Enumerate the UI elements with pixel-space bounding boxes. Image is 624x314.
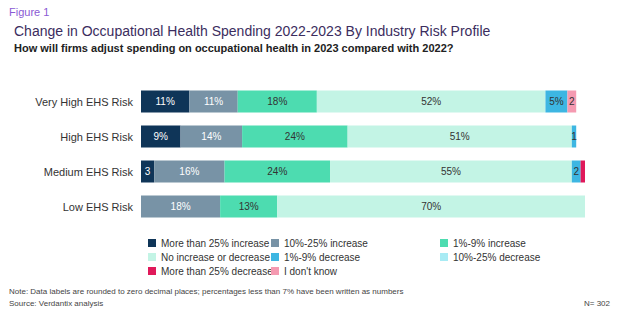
svg-text:I don't know: I don't know bbox=[284, 266, 338, 277]
svg-text:Source: Verdantix analysis: Source: Verdantix analysis bbox=[9, 299, 103, 308]
svg-text:2: 2 bbox=[569, 96, 575, 107]
svg-text:10%-25% decrease: 10%-25% decrease bbox=[453, 252, 541, 263]
svg-text:1%-9% increase: 1%-9% increase bbox=[453, 238, 526, 249]
svg-text:52%: 52% bbox=[421, 96, 441, 107]
svg-text:70%: 70% bbox=[421, 201, 441, 212]
svg-text:1: 1 bbox=[571, 131, 577, 142]
svg-text:Note: Data labels are rounded: Note: Data labels are rounded to zero de… bbox=[9, 287, 403, 296]
svg-text:10%-25% increase: 10%-25% increase bbox=[284, 238, 368, 249]
svg-text:18%: 18% bbox=[267, 96, 287, 107]
svg-text:1%-9% decrease: 1%-9% decrease bbox=[284, 252, 361, 263]
svg-text:Change in Occupational Health: Change in Occupational Health Spending 2… bbox=[14, 23, 491, 39]
svg-text:14%: 14% bbox=[201, 131, 221, 142]
svg-text:Very High EHS Risk: Very High EHS Risk bbox=[35, 96, 133, 108]
svg-text:How will firms adjust spending: How will firms adjust spending on occupa… bbox=[14, 42, 454, 54]
svg-text:11%: 11% bbox=[204, 96, 223, 107]
svg-text:11%: 11% bbox=[156, 96, 175, 107]
svg-text:16%: 16% bbox=[179, 166, 199, 177]
svg-text:55%: 55% bbox=[441, 166, 461, 177]
svg-text:3: 3 bbox=[145, 166, 151, 177]
svg-text:24%: 24% bbox=[285, 131, 305, 142]
svg-text:2: 2 bbox=[573, 166, 579, 177]
svg-text:24%: 24% bbox=[267, 166, 287, 177]
svg-text:No increase or decrease: No increase or decrease bbox=[161, 252, 270, 263]
svg-text:18%: 18% bbox=[171, 201, 191, 212]
svg-text:51%: 51% bbox=[450, 131, 470, 142]
svg-text:Medium EHS Risk: Medium EHS Risk bbox=[44, 166, 134, 178]
svg-text:More than 25% increase: More than 25% increase bbox=[161, 238, 270, 249]
svg-text:N= 302: N= 302 bbox=[584, 299, 611, 308]
svg-text:More than 25% decrease: More than 25% decrease bbox=[161, 266, 273, 277]
svg-text:Figure 1: Figure 1 bbox=[9, 6, 49, 18]
svg-text:13%: 13% bbox=[239, 201, 259, 212]
svg-text:9%: 9% bbox=[154, 131, 169, 142]
svg-text:High EHS Risk: High EHS Risk bbox=[60, 131, 133, 143]
svg-text:Low EHS Risk: Low EHS Risk bbox=[63, 201, 134, 213]
svg-text:5%: 5% bbox=[549, 96, 564, 107]
